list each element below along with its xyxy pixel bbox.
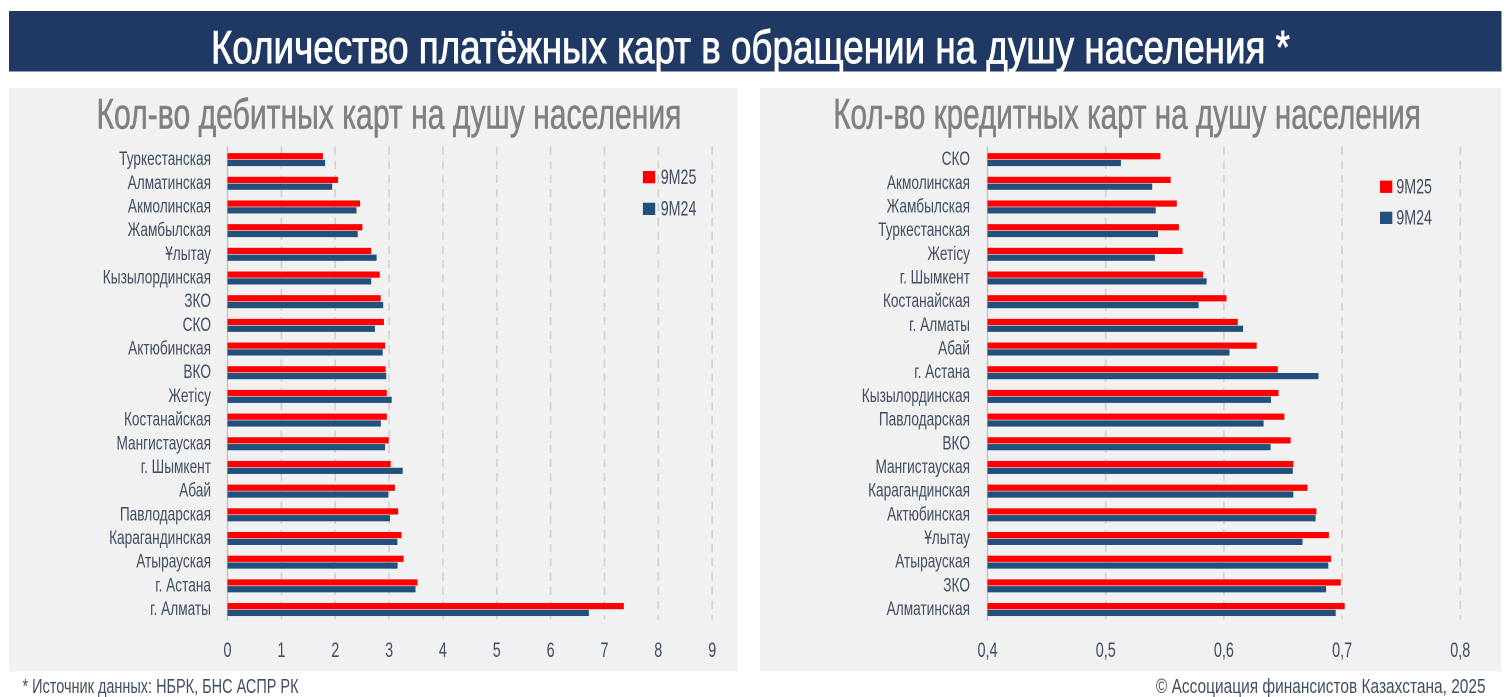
svg-text:г. Алматы: г. Алматы [150, 598, 211, 620]
svg-text:г. Шымкент: г. Шымкент [900, 266, 971, 288]
svg-text:Жетісу: Жетісу [168, 385, 211, 407]
svg-text:Акмолинская: Акмолинская [887, 172, 970, 194]
svg-text:Карагандинская: Карагандинская [868, 479, 970, 501]
svg-text:Жамбылская: Жамбылская [128, 219, 211, 241]
svg-text:ЗКО: ЗКО [184, 290, 211, 312]
svg-text:0,4: 0,4 [977, 637, 997, 662]
svg-text:1: 1 [277, 637, 285, 662]
svg-text:Кол-во кредитных карт на душу: Кол-во кредитных карт на душу населения [833, 91, 1421, 138]
svg-text:Мангистауская: Мангистауская [875, 456, 970, 478]
svg-text:Абай: Абай [179, 479, 211, 501]
svg-text:3: 3 [385, 637, 393, 662]
svg-text:0,8: 0,8 [1450, 637, 1470, 662]
svg-text:8: 8 [654, 637, 662, 662]
svg-text:0,7: 0,7 [1332, 637, 1352, 662]
svg-text:Абай: Абай [938, 337, 970, 359]
svg-text:Жамбылская: Жамбылская [887, 195, 970, 217]
svg-text:Карагандинская: Карагандинская [109, 527, 211, 549]
svg-text:Алматинская: Алматинская [887, 598, 970, 620]
svg-text:Атырауская: Атырауская [895, 550, 970, 572]
svg-text:Мангистауская: Мангистауская [116, 432, 211, 454]
svg-text:г. Алматы: г. Алматы [909, 314, 970, 336]
svg-text:Кызылординская: Кызылординская [862, 385, 970, 407]
svg-text:Алматинская: Алматинская [128, 172, 211, 194]
svg-text:0,6: 0,6 [1214, 637, 1234, 662]
svg-text:Атырауская: Атырауская [136, 550, 211, 572]
svg-text:Павлодарская: Павлодарская [120, 503, 211, 525]
svg-text:Акмолинская: Акмолинская [128, 195, 211, 217]
svg-text:9М24: 9М24 [1396, 206, 1432, 229]
svg-text:Костанайская: Костанайская [124, 408, 211, 430]
svg-text:Ұлытау: Ұлытау [165, 243, 211, 265]
svg-text:ВКО: ВКО [942, 432, 970, 454]
svg-text:7: 7 [600, 637, 608, 662]
svg-text:ВКО: ВКО [183, 361, 211, 383]
svg-text:ЗКО: ЗКО [943, 574, 970, 596]
svg-text:г. Астана: г. Астана [155, 574, 211, 596]
svg-text:9М24: 9М24 [661, 197, 697, 220]
svg-text:2: 2 [331, 637, 339, 662]
svg-text:5: 5 [493, 637, 501, 662]
svg-text:г. Шымкент: г. Шымкент [141, 456, 212, 478]
svg-text:Ұлытау: Ұлытау [924, 527, 970, 549]
svg-text:0,5: 0,5 [1096, 637, 1116, 662]
svg-text:© Ассоциация финансистов Казах: © Ассоциация финансистов Казахстана, 202… [1156, 676, 1486, 697]
svg-text:9М25: 9М25 [1396, 175, 1432, 198]
svg-text:Актюбинская: Актюбинская [128, 337, 211, 359]
svg-text:Жетісу: Жетісу [927, 243, 970, 265]
svg-text:Туркестанская: Туркестанская [119, 148, 211, 170]
svg-text:Костанайская: Костанайская [883, 290, 970, 312]
svg-text:Туркестанская: Туркестанская [878, 219, 970, 241]
svg-text:Павлодарская: Павлодарская [879, 408, 970, 430]
svg-text:6: 6 [547, 637, 555, 662]
svg-text:СКО: СКО [183, 314, 211, 336]
svg-text:* Источник данных: НБРК, БНС А: * Источник данных: НБРК, БНС АСПР РК [23, 676, 299, 697]
svg-text:9: 9 [708, 637, 716, 662]
svg-text:Актюбинская: Актюбинская [887, 503, 970, 525]
svg-text:4: 4 [439, 637, 447, 662]
svg-text:г. Астана: г. Астана [914, 361, 970, 383]
svg-text:Количество платёжных карт в об: Количество платёжных карт в обращении на… [211, 21, 1290, 73]
svg-text:СКО: СКО [942, 148, 970, 170]
svg-text:Кызылординская: Кызылординская [103, 266, 211, 288]
svg-text:Кол-во дебитных карт на душу н: Кол-во дебитных карт на душу населения [97, 91, 682, 138]
svg-text:9М25: 9М25 [661, 165, 697, 188]
svg-text:0: 0 [223, 637, 231, 662]
